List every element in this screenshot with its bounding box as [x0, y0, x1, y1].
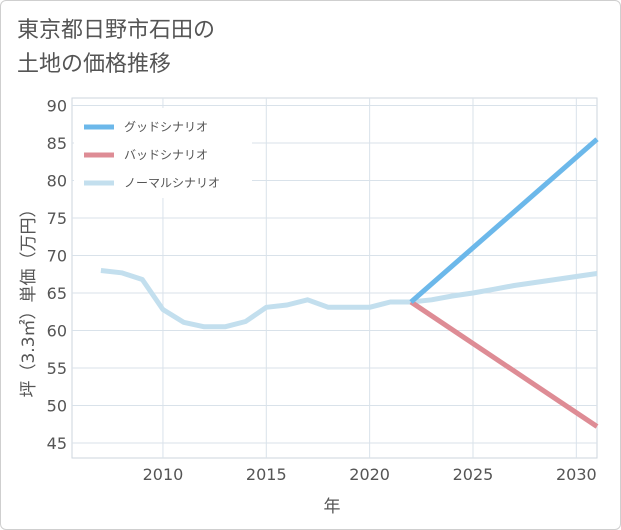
series-lines	[100, 137, 599, 429]
x-tick-label: 2025	[453, 465, 494, 484]
legend-label: グッドシナリオ	[124, 120, 208, 134]
x-axis-title: 年	[324, 497, 341, 517]
chart-title-line-1: 東京都日野市石田の	[17, 18, 216, 43]
legend-label: バッドシナリオ	[124, 148, 208, 162]
series-line-1	[409, 299, 599, 429]
y-tick-label: 60	[47, 322, 67, 341]
y-tick-label: 55	[47, 359, 67, 378]
y-tick-label: 80	[47, 172, 67, 191]
x-tick-label: 2015	[246, 465, 287, 484]
x-tick-label: 2030	[556, 465, 597, 484]
y-tick-label: 70	[47, 247, 67, 266]
x-tick-labels: 2010 2015 2020 2025 2030	[143, 465, 597, 484]
legend-label: ノーマルシナリオ	[124, 176, 220, 190]
y-tick-label: 45	[47, 434, 67, 453]
y-axis-title: 坪（3.3㎡）単価（万円）	[19, 200, 39, 397]
chart-title-line-2: 土地の価格推移	[17, 52, 172, 77]
y-tick-label: 90	[47, 97, 67, 116]
y-tick-label: 75	[47, 209, 67, 228]
series-line-0	[409, 137, 599, 304]
y-tick-label: 85	[47, 134, 67, 153]
y-tick-label: 65	[47, 284, 67, 303]
chart-title: 東京都日野市石田の 土地の価格推移	[17, 14, 215, 82]
x-tick-label: 2020	[349, 465, 390, 484]
y-tick-label: 50	[47, 397, 67, 416]
series-line-2	[100, 268, 598, 330]
x-tick-label: 2010	[143, 465, 184, 484]
y-tick-labels: 45 50 55 60 65 70 75 80 85 90	[47, 97, 67, 454]
